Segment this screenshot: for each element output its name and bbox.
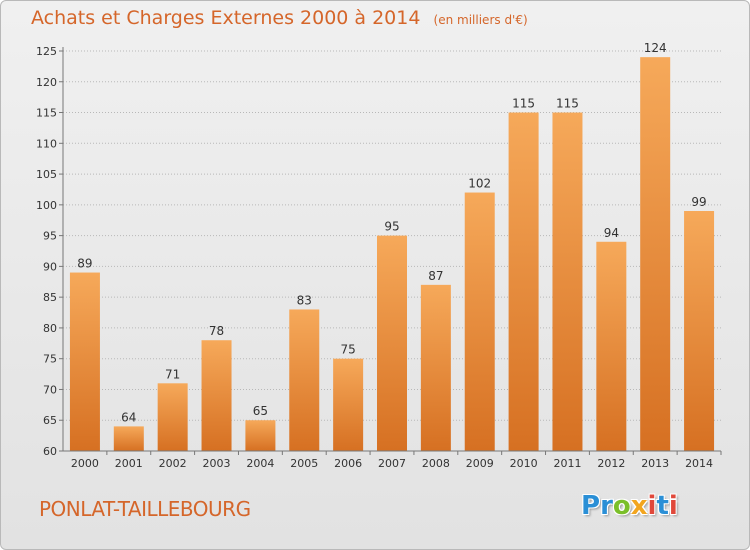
logo-letter: r xyxy=(600,491,613,521)
bar-2010 xyxy=(508,112,539,452)
x-tick-label: 2006 xyxy=(334,457,362,470)
y-tick-label: 60 xyxy=(43,445,57,458)
bar-2008 xyxy=(420,284,451,451)
y-tick-label: 100 xyxy=(36,199,57,212)
x-tick-label: 2000 xyxy=(71,457,99,470)
y-tick-label: 105 xyxy=(36,168,57,181)
commune-name: PONLAT-TAILLEBOURG xyxy=(39,497,251,521)
data-label: 102 xyxy=(468,177,491,191)
x-tick-label: 2010 xyxy=(510,457,538,470)
data-label: 78 xyxy=(209,324,224,338)
x-tick-label: 2014 xyxy=(685,457,713,470)
x-tick-label: 2008 xyxy=(422,457,450,470)
y-tick-label: 75 xyxy=(43,353,57,366)
x-tick-label: 2005 xyxy=(290,457,318,470)
data-label: 115 xyxy=(556,97,579,111)
bar-2014 xyxy=(684,211,715,451)
y-tick-label: 65 xyxy=(43,414,57,427)
bar-2013 xyxy=(640,57,671,452)
bar-2003 xyxy=(201,340,232,451)
data-label: 64 xyxy=(121,410,136,424)
data-label: 87 xyxy=(428,269,443,283)
logo-letter: o xyxy=(612,491,631,521)
bar-2001 xyxy=(113,426,144,451)
y-tick-label: 120 xyxy=(36,76,57,89)
x-tick-label: 2001 xyxy=(115,457,143,470)
y-tick-label: 90 xyxy=(43,260,57,273)
y-tick-label: 115 xyxy=(36,107,57,120)
y-tick-label: 85 xyxy=(43,291,57,304)
y-tick-label: 70 xyxy=(43,383,57,396)
bars: 89 64 71 78 65 83 75 95 87 102 115 115 94 124 99 xyxy=(69,41,715,452)
bar-2000 xyxy=(69,272,100,451)
data-label: 65 xyxy=(253,404,268,418)
y-tick-label: 95 xyxy=(43,230,57,243)
x-tick-label: 2013 xyxy=(641,457,669,470)
proxiti-logo[interactable]: Proxiti xyxy=(581,491,678,521)
data-label: 83 xyxy=(297,293,312,307)
data-label: 89 xyxy=(77,257,92,271)
x-tick-label: 2012 xyxy=(597,457,625,470)
bar-2006 xyxy=(333,358,364,451)
data-label: 75 xyxy=(340,343,355,357)
x-tick-label: 2011 xyxy=(553,457,581,470)
bar-2005 xyxy=(289,309,320,451)
bar-2002 xyxy=(157,383,188,451)
data-label: 71 xyxy=(165,367,180,381)
bar-2012 xyxy=(596,241,627,451)
bar-2007 xyxy=(377,235,407,451)
y-tick-label: 110 xyxy=(36,137,57,150)
x-tick-label: 2004 xyxy=(246,457,274,470)
chart-title: Achats et Charges Externes 2000 à 2014 xyxy=(31,7,421,29)
logo-letter: t xyxy=(656,491,669,521)
y-tick-label: 80 xyxy=(43,322,57,335)
data-label: 124 xyxy=(644,41,667,55)
x-tick-label: 2007 xyxy=(378,457,406,470)
x-tick-label: 2002 xyxy=(159,457,187,470)
logo-letter: i xyxy=(668,491,678,521)
data-label: 94 xyxy=(604,226,619,240)
bar-2009 xyxy=(464,192,495,452)
logo-letter: P xyxy=(581,491,601,521)
title-row: Achats et Charges Externes 2000 à 2014 (… xyxy=(31,7,528,29)
logo-letter: i xyxy=(647,491,657,521)
data-label: 115 xyxy=(512,97,535,111)
bar-2004 xyxy=(245,420,276,451)
y-tick-label: 125 xyxy=(36,45,57,58)
x-tick-label: 2009 xyxy=(466,457,494,470)
data-label: 99 xyxy=(691,195,706,209)
y-axis: 60 65 70 75 80 85 90 95 100 105 110 115 120 125 xyxy=(36,45,64,458)
x-tick-label: 2003 xyxy=(203,457,231,470)
logo-letter: x xyxy=(630,491,648,521)
data-label: 95 xyxy=(384,220,399,234)
bar-2011 xyxy=(552,112,583,452)
x-axis: 2000 2001 2002 2003 2004 2005 2006 2007 2008 2009… xyxy=(63,450,722,470)
chart-subtitle: (en milliers d'€) xyxy=(433,13,528,27)
